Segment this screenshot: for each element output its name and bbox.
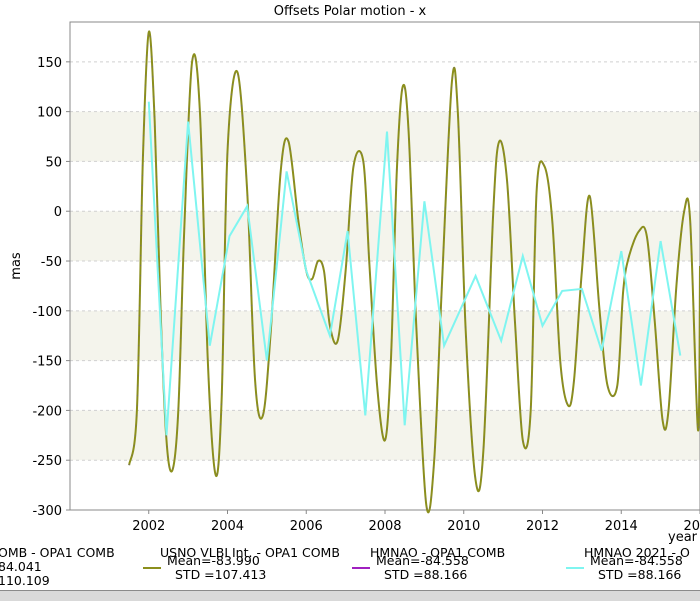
legend-hmnao-swatch xyxy=(352,567,370,569)
window-bottom-bar xyxy=(0,590,700,601)
y-tick-label: 100 xyxy=(37,106,62,121)
y-tick-label: -250 xyxy=(32,454,62,469)
x-tick-label: 2008 xyxy=(368,519,401,534)
x-axis-label: year xyxy=(668,530,698,545)
x-tick-label: 2010 xyxy=(447,519,480,534)
x-tick-label: 2016 xyxy=(683,519,700,534)
y-tick-label: 50 xyxy=(45,155,62,170)
x-tick-label: 2014 xyxy=(605,519,638,534)
legend-partial-name: OMB - OPA1 COMB xyxy=(0,545,115,560)
chart-title: Offsets Polar motion - x xyxy=(274,4,427,19)
y-tick-label: -50 xyxy=(41,255,62,270)
legend-hmnao-std: STD =88.166 xyxy=(384,567,468,582)
background-band xyxy=(70,211,700,262)
legend-hmnao-mean: Mean=-84.558 xyxy=(376,553,469,568)
series-group xyxy=(128,30,700,514)
legend-entry-hmnao: HMNAO - OPA1 COMB Mean=-84.558 STD =88.1… xyxy=(352,546,505,582)
legend-hmnao2021-name: HMNAO 2021 - O xyxy=(584,545,690,560)
y-tick-label: -150 xyxy=(32,355,62,370)
legend-entry-usno: USNO VLBI Int. - OPA1 COMB Mean=-83.990 … xyxy=(143,546,340,582)
series-usno-vlbi-line xyxy=(128,30,700,514)
x-tick-label: 2004 xyxy=(211,519,244,534)
y-axis: 150 100 50 0 -50 -100 -150 -200 -250 -300 xyxy=(32,56,70,519)
x-tick-label: 2006 xyxy=(290,519,323,534)
legend-usno-mean: Mean=-83.990 xyxy=(167,553,260,568)
y-tick-label: -200 xyxy=(32,404,62,419)
legend-partial-std: 110.109 xyxy=(0,573,50,588)
legend-hmnao2021-std: STD =88.166 xyxy=(598,567,682,582)
legend-usno-name: USNO VLBI Int. - OPA1 COMB xyxy=(160,545,340,560)
y-tick-label: -300 xyxy=(32,504,62,519)
legend-partial-mean: 84.041 xyxy=(0,559,42,574)
legend-entry-partial: OMB - OPA1 COMB 84.041 110.109 xyxy=(0,546,115,588)
x-tick-label: 2012 xyxy=(526,519,559,534)
y-tick-label: 150 xyxy=(37,56,62,71)
y-axis-label: mas xyxy=(9,252,24,280)
x-tick-label: 2002 xyxy=(132,519,165,534)
series-hmnao2021-line xyxy=(147,101,682,436)
legend-usno-swatch xyxy=(143,567,161,569)
legend-hmnao-name: HMNAO - OPA1 COMB xyxy=(370,545,506,560)
legend-hmnao2021-mean: Mean=-84.558 xyxy=(590,553,683,568)
y-tick-label: 0 xyxy=(54,205,62,220)
legend-entry-hmnao2021: HMNAO 2021 - O Mean=-84.558 STD =88.166 xyxy=(566,546,690,582)
legend-hmnao2021-swatch xyxy=(566,567,584,569)
x-axis: 2002 2004 2006 2008 2010 2012 2014 2016 xyxy=(132,510,700,534)
legend-usno-std: STD =107.413 xyxy=(175,567,267,582)
y-tick-label: -100 xyxy=(32,305,62,320)
